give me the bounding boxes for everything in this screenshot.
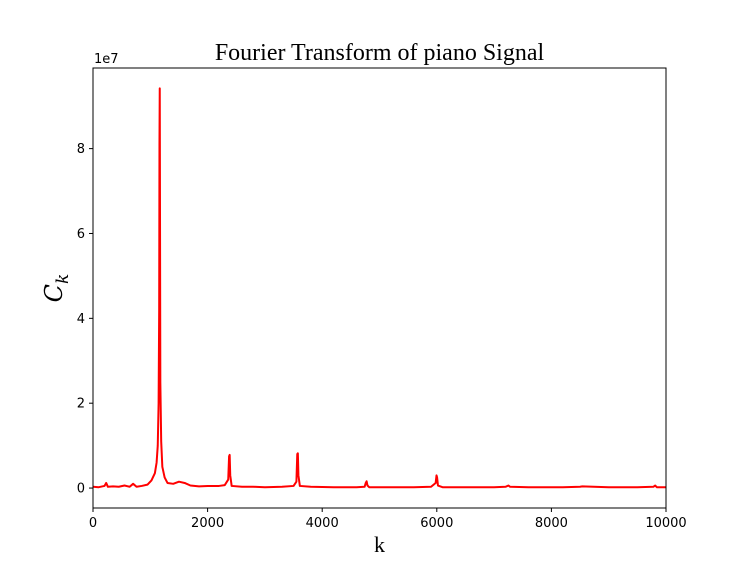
y-tick-label: 4	[77, 312, 85, 327]
x-axis-label: k	[374, 532, 385, 557]
y-tick-label: 8	[77, 142, 85, 157]
x-tick-label: 6000	[420, 516, 453, 531]
x-axis: 0 2000 4000 6000 8000 10000	[89, 508, 687, 531]
x-tick-label: 4000	[306, 516, 339, 531]
y-axis-label-main: C	[40, 284, 68, 302]
plot-frame	[92, 67, 667, 509]
y-offset-text: 1e7	[94, 52, 119, 67]
y-tick-label: 2	[77, 397, 85, 412]
chart-title: Fourier Transform of piano Signal	[215, 40, 545, 66]
plot-area	[92, 87, 666, 489]
spectrum-line	[92, 87, 666, 489]
x-tick-label: 0	[89, 516, 97, 531]
y-tick-label: 6	[77, 227, 85, 242]
y-axis: 0 2 4 6 8	[77, 142, 93, 497]
x-tick-label: 2000	[191, 516, 224, 531]
y-tick-label: 0	[77, 482, 85, 497]
x-tick-label: 10000	[645, 516, 686, 531]
x-tick-label: 8000	[535, 516, 568, 531]
y-axis-label: Ck	[40, 274, 73, 303]
y-axis-label-subscript: k	[53, 274, 73, 284]
